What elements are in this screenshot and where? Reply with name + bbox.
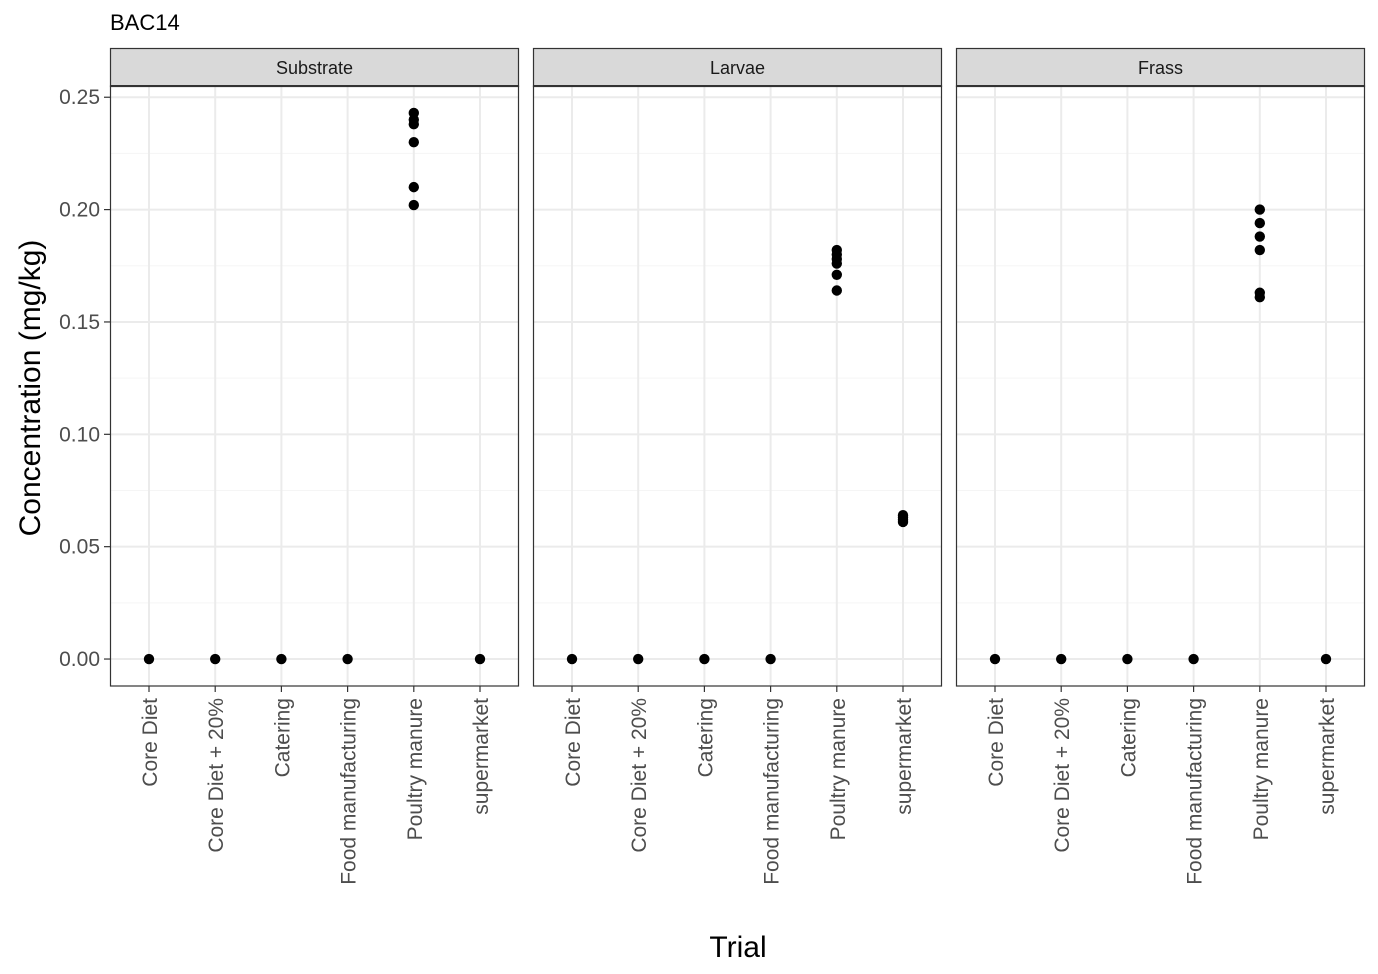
y-tick-label: 0.15 (59, 311, 100, 334)
data-point (342, 653, 353, 665)
x-tick-label: Core Diet (139, 698, 162, 787)
facet-strip (532, 47, 943, 88)
data-point (1254, 292, 1266, 303)
data-point (474, 653, 486, 665)
panel-background (956, 86, 1365, 686)
facet-strip-label: Frass (1138, 58, 1183, 78)
y-tick-label: 0.25 (59, 86, 100, 109)
y-tick-label: 0.10 (59, 423, 100, 446)
y-tick-label: 0.00 (59, 648, 100, 671)
facet-strip-label: Substrate (276, 58, 353, 78)
y-axis: 0.00 0.05 0.10 0.15 0.20 0.25 (59, 86, 110, 671)
x-tick-label: Catering (271, 698, 294, 777)
data-point (1254, 217, 1266, 229)
data-point (831, 258, 842, 269)
x-tick-label: supermarket (1316, 698, 1339, 815)
data-point (566, 653, 578, 665)
facet-panel-larvae: Larvae Core Diet Core Diet + 20% Catering Fo… (532, 47, 943, 885)
data-point (897, 516, 909, 528)
facet-panel-substrate: Substrate Core Diet Core Diet + 20% Caterin… (109, 47, 520, 885)
x-tick-label: Poultry manure (1250, 698, 1273, 840)
panel-background (110, 86, 519, 686)
data-point (699, 653, 710, 665)
data-point (1320, 653, 1332, 665)
y-tick-label: 0.20 (59, 199, 100, 222)
x-tick-label: supermarket (470, 698, 493, 815)
data-point (210, 653, 221, 665)
data-point (831, 269, 842, 280)
y-tick-label: 0.05 (59, 536, 100, 559)
data-point (143, 653, 155, 665)
data-point (1056, 653, 1067, 665)
data-point (1254, 244, 1266, 256)
data-point (765, 653, 776, 665)
data-point (408, 119, 419, 130)
data-point (1254, 204, 1266, 215)
facet-strip (109, 47, 520, 88)
x-tick-label: Core Diet + 20% (628, 698, 651, 853)
x-tick-label: Poultry manure (827, 698, 850, 840)
data-point (276, 653, 287, 665)
x-tick-label: Food manufacturing (338, 698, 361, 885)
facet-strip (955, 47, 1366, 88)
x-axis-title: Trial (709, 931, 766, 964)
x-tick-label: Catering (1117, 698, 1140, 777)
data-point (1188, 653, 1199, 665)
y-axis-title: Concentration (mg/kg) (14, 240, 47, 537)
facet-panel-frass: Frass Core Diet Core Diet + 20% Catering Foo… (955, 47, 1366, 885)
data-point (831, 285, 842, 296)
x-tick-label: Core Diet (985, 698, 1008, 787)
panel-background (533, 86, 942, 686)
x-tick-label: Core Diet + 20% (205, 698, 228, 853)
data-point (408, 181, 419, 193)
data-point (1254, 231, 1266, 242)
facet-strip-label: Larvae (710, 58, 765, 78)
facet-panels: Substrate Core Diet Core Diet + 20% Caterin… (109, 47, 1366, 885)
data-point (989, 653, 1001, 665)
data-point (633, 653, 644, 665)
x-tick-label: Poultry manure (404, 698, 427, 840)
chart-title: BAC14 (110, 10, 180, 35)
data-point (408, 199, 419, 211)
x-tick-label: Food manufacturing (1184, 698, 1207, 885)
data-point (408, 136, 419, 148)
x-tick-label: Core Diet (562, 698, 585, 787)
x-tick-label: Core Diet + 20% (1051, 698, 1074, 853)
x-tick-label: Catering (694, 698, 717, 777)
data-point (1122, 653, 1133, 665)
x-tick-label: Food manufacturing (761, 698, 784, 885)
x-tick-label: supermarket (893, 698, 916, 815)
